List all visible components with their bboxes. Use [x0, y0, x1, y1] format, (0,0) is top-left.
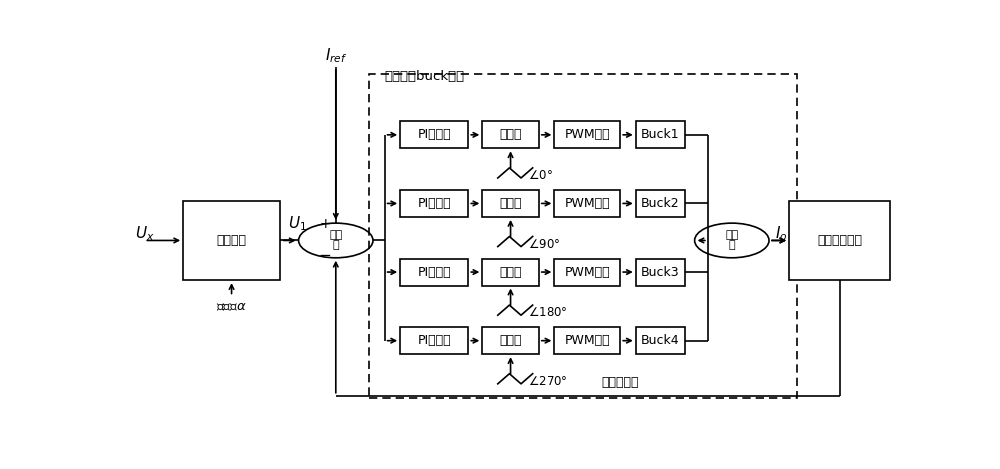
- Text: PWM信号: PWM信号: [564, 334, 610, 347]
- Bar: [482, 190, 539, 217]
- Bar: [636, 121, 685, 148]
- Text: PI调节器: PI调节器: [417, 265, 451, 279]
- Bar: [400, 190, 468, 217]
- Bar: [636, 327, 685, 354]
- Text: PWM信号: PWM信号: [564, 129, 610, 141]
- Text: $\angle0°$: $\angle0°$: [528, 169, 552, 182]
- Bar: [789, 201, 890, 280]
- Bar: [369, 75, 797, 398]
- Text: −: −: [319, 248, 331, 263]
- Bar: [554, 258, 620, 286]
- Text: 比较器: 比较器: [499, 334, 522, 347]
- Text: $\angle270°$: $\angle270°$: [528, 375, 567, 388]
- Text: 导通角$\alpha$: 导通角$\alpha$: [216, 301, 247, 314]
- Bar: [554, 327, 620, 354]
- Text: $\angle90°$: $\angle90°$: [528, 238, 560, 250]
- Text: $U_1$: $U_1$: [288, 214, 306, 233]
- Bar: [400, 121, 468, 148]
- Text: PI调节器: PI调节器: [417, 197, 451, 210]
- Text: PWM信号: PWM信号: [564, 197, 610, 210]
- Text: PWM信号: PWM信号: [564, 265, 610, 279]
- Text: 加法
器: 加法 器: [329, 230, 342, 250]
- Bar: [636, 258, 685, 286]
- Text: $U_x$: $U_x$: [135, 224, 155, 242]
- Text: $\angle180°$: $\angle180°$: [528, 306, 567, 319]
- Bar: [554, 190, 620, 217]
- Bar: [482, 258, 539, 286]
- Text: +: +: [319, 217, 331, 231]
- Text: PI调节器: PI调节器: [417, 334, 451, 347]
- Text: Buck1: Buck1: [641, 129, 679, 141]
- Bar: [636, 190, 685, 217]
- Bar: [400, 327, 468, 354]
- Text: $I_{ref}$: $I_{ref}$: [325, 46, 347, 65]
- Bar: [400, 258, 468, 286]
- Text: 四相交错buck模块: 四相交错buck模块: [385, 69, 465, 83]
- Text: 比较器: 比较器: [499, 129, 522, 141]
- Bar: [482, 121, 539, 148]
- Text: Buck4: Buck4: [641, 334, 679, 347]
- Text: 三角波载波: 三角波载波: [602, 376, 639, 388]
- Text: Buck2: Buck2: [641, 197, 679, 210]
- Text: 比较器: 比较器: [499, 197, 522, 210]
- Text: 比较器: 比较器: [499, 265, 522, 279]
- Bar: [554, 121, 620, 148]
- Text: $I_o$: $I_o$: [775, 224, 788, 242]
- Text: PI调节器: PI调节器: [417, 129, 451, 141]
- Text: 整流模块: 整流模块: [217, 234, 247, 247]
- Text: 超导励磁绕组: 超导励磁绕组: [817, 234, 862, 247]
- Bar: [482, 327, 539, 354]
- Text: 加法
器: 加法 器: [725, 230, 738, 250]
- Bar: [183, 201, 280, 280]
- Text: Buck3: Buck3: [641, 265, 679, 279]
